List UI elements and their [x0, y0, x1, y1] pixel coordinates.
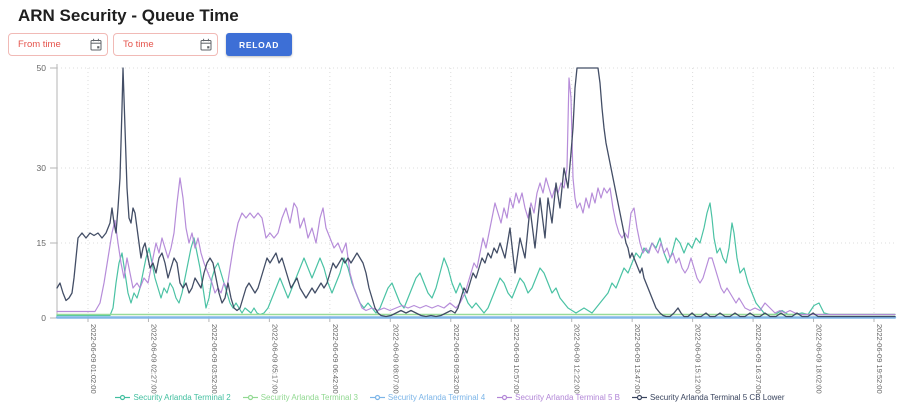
x-tick-label: 2022-06-09 02:27:00	[149, 324, 158, 394]
to-time-input[interactable]	[113, 33, 218, 56]
legend-item[interactable]: Security Arlanda Terminal 4	[369, 393, 486, 402]
page-title: ARN Security - Queue Time	[18, 6, 239, 25]
y-tick-label: 30	[37, 163, 47, 173]
x-tick-label: 2022-06-09 06:42:00	[331, 324, 340, 394]
from-time-field[interactable]	[8, 33, 108, 56]
y-tick-label: 0	[41, 313, 46, 323]
legend-marker-icon	[631, 394, 647, 401]
legend-item[interactable]: Security Arlanda Terminal 5 CB Lower	[631, 393, 785, 402]
x-tick-label: 2022-06-09 12:22:00	[573, 324, 582, 394]
reload-button[interactable]: RELOAD	[226, 33, 293, 56]
x-tick-label: 2022-06-09 08:07:00	[391, 324, 400, 394]
legend-item[interactable]: Security Arlanda Terminal 5 B	[497, 393, 620, 402]
legend-label: Security Arlanda Terminal 5 CB Lower	[649, 393, 785, 402]
to-time-field[interactable]	[113, 33, 218, 56]
legend-label: Security Arlanda Terminal 3	[260, 393, 358, 402]
x-tick-label: 2022-06-09 03:52:00	[210, 324, 219, 394]
x-tick-label: 2022-06-09 19:52:00	[875, 324, 884, 394]
x-tick-label: 2022-06-09 16:37:00	[754, 324, 763, 394]
calendar-icon[interactable]	[200, 38, 212, 51]
legend-label: Security Arlanda Terminal 2	[133, 393, 231, 402]
calendar-icon[interactable]	[90, 38, 102, 51]
legend-marker-icon	[242, 394, 258, 401]
y-tick-label: 15	[37, 238, 47, 248]
legend-marker-icon	[497, 394, 513, 401]
legend-marker-icon	[369, 394, 385, 401]
x-tick-label: 2022-06-09 09:32:00	[452, 324, 461, 394]
legend-label: Security Arlanda Terminal 5 B	[515, 393, 620, 402]
legend-label: Security Arlanda Terminal 4	[387, 393, 486, 402]
series-line-1	[56, 202, 896, 317]
x-tick-label: 2022-06-09 01:02:00	[89, 324, 98, 394]
x-tick-label: 2022-06-09 10:57:00	[512, 324, 521, 394]
x-tick-label: 2022-06-09 13:47:00	[633, 324, 642, 394]
series-line-4	[56, 77, 896, 316]
y-tick-label: 50	[37, 63, 47, 73]
x-tick-label: 2022-06-09 05:17:00	[270, 324, 279, 394]
legend-item[interactable]: Security Arlanda Terminal 3	[242, 393, 358, 402]
from-time-input[interactable]	[8, 33, 108, 56]
series-line-5	[56, 67, 896, 318]
legend-marker-icon	[115, 394, 131, 401]
legend-item[interactable]: Security Arlanda Terminal 2	[115, 393, 231, 402]
x-tick-label: 2022-06-09 18:02:00	[815, 324, 824, 394]
chart-legend: Security Arlanda Terminal 2 Security Arla…	[0, 393, 900, 402]
x-tick-label: 2022-06-09 15:12:00	[694, 324, 703, 394]
